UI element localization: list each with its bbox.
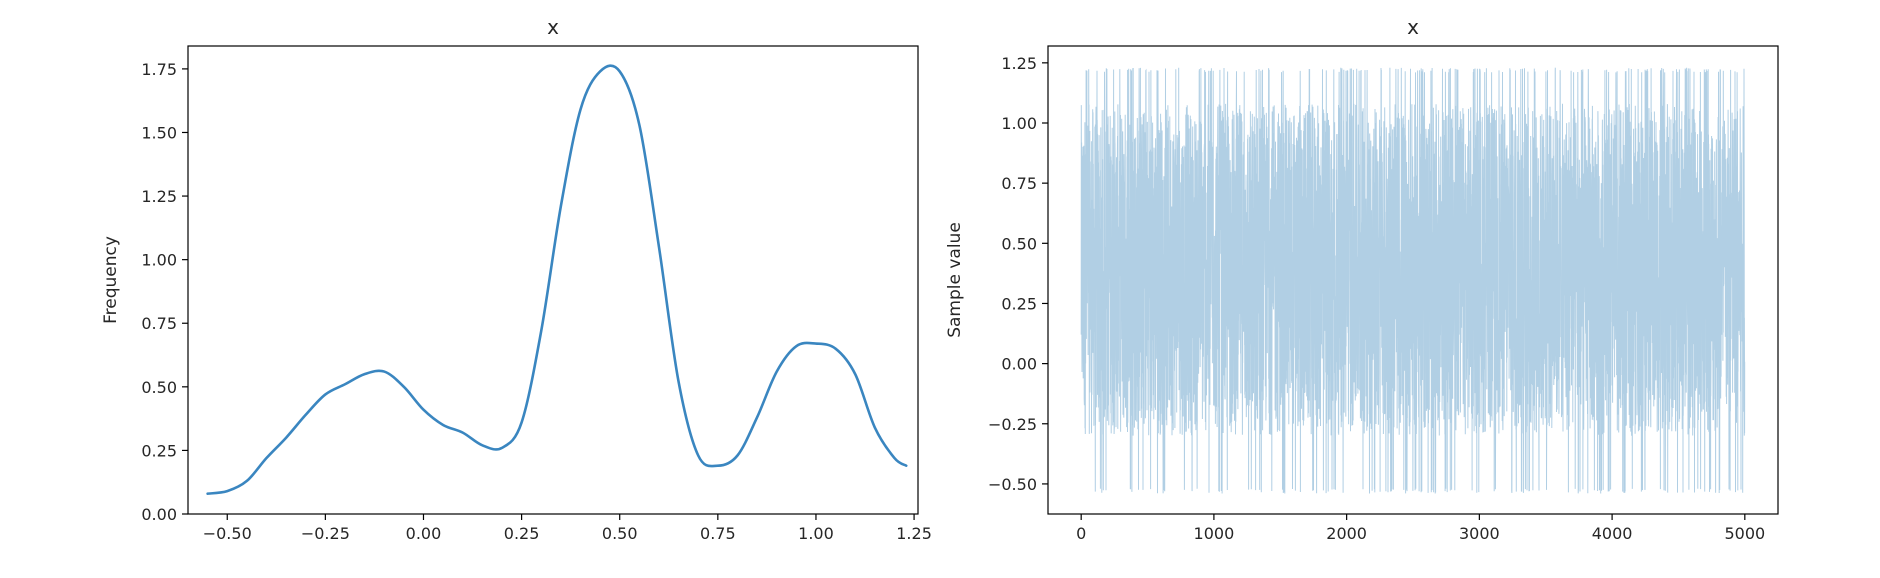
- trace-x-tick-label: 0: [1076, 524, 1086, 543]
- density-y-tick-label: 1.75: [141, 60, 177, 79]
- trace-y-tick-label: 1.00: [1001, 114, 1037, 133]
- density-y-tick-label: 1.25: [141, 187, 177, 206]
- trace-line: [1080, 67, 1746, 494]
- density-x-tick-label: 0.50: [602, 524, 638, 543]
- trace-y-tick-label: −0.50: [988, 475, 1037, 494]
- trace-y-tick-label: 0.00: [1001, 355, 1037, 374]
- density-plot-frame: [187, 45, 919, 515]
- density-y-tick-label: 1.00: [141, 251, 177, 270]
- density-x-tick-label: 0.75: [700, 524, 736, 543]
- trace-x-tick-label: 2000: [1326, 524, 1367, 543]
- trace-x-tick-label: 1000: [1194, 524, 1235, 543]
- trace-plot-frame: [1047, 45, 1779, 515]
- density-title: x: [547, 15, 559, 39]
- density-y-tick-label: 0.75: [141, 314, 177, 333]
- trace-y-tick-label: 0.25: [1001, 294, 1037, 313]
- density-panel: x Frequency −0.50 −0.25 0.00 0.25 0.50 0.75 1.…: [101, 15, 932, 543]
- trace-x-tick-label: 5000: [1724, 524, 1765, 543]
- trace-x-tick-label: 4000: [1592, 524, 1633, 543]
- density-y-tick-label: 0.25: [141, 441, 177, 460]
- density-x-tick-label: 1.00: [798, 524, 834, 543]
- trace-x-tick-label: 3000: [1459, 524, 1500, 543]
- density-ticks: −0.50 −0.25 0.00 0.25 0.50 0.75 1.00 1.25 0.00 0.…: [141, 60, 932, 543]
- density-x-tick-label: 0.25: [504, 524, 540, 543]
- density-x-tick-label: 1.25: [896, 524, 932, 543]
- density-y-tick-label: 1.50: [141, 123, 177, 142]
- trace-y-tick-label: 0.75: [1001, 174, 1037, 193]
- density-x-tick-label: −0.25: [301, 524, 350, 543]
- density-x-tick-label: −0.50: [203, 524, 252, 543]
- density-curve: [206, 64, 908, 495]
- density-y-axis-label: Frequency: [101, 236, 121, 324]
- density-y-tick-label: 0.00: [141, 505, 177, 524]
- trace-y-tick-label: 1.25: [1001, 54, 1037, 73]
- density-y-tick-label: 0.50: [141, 378, 177, 397]
- trace-title: x: [1407, 15, 1419, 39]
- trace-y-tick-label: 0.50: [1001, 234, 1037, 253]
- trace-y-tick-label: −0.25: [988, 415, 1037, 434]
- density-x-tick-label: 0.00: [406, 524, 442, 543]
- trace-panel: x Sample value 0 1000 2000 3000 4000 5000 −0.5…: [945, 15, 1779, 543]
- trace-y-axis-label: Sample value: [945, 222, 965, 338]
- trace-ticks: 0 1000 2000 3000 4000 5000 −0.50 −0.25 0.00 0.25 0…: [988, 54, 1765, 543]
